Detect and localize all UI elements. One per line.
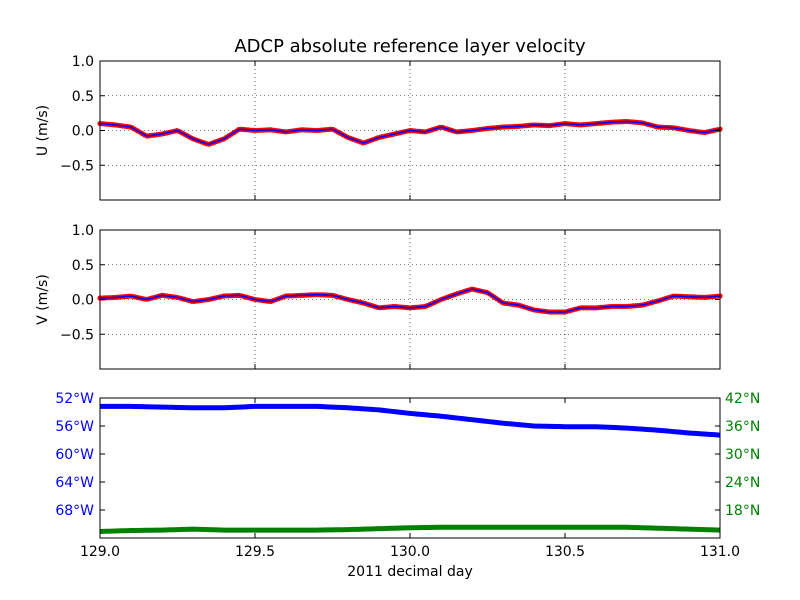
longitude-tick-label: 68°W (55, 503, 94, 519)
latitude-tick-label: 18°N (725, 503, 760, 519)
latitude-line (99, 524, 721, 534)
latitude-tick-label: 36°N (725, 419, 760, 435)
position-xtick-label: 131.0 (700, 544, 740, 560)
u-series-line (99, 120, 721, 146)
position-xtick-label: 129.0 (80, 544, 120, 560)
latitude-tick-label: 42°N (725, 391, 760, 407)
longitude-tick-label: 56°W (55, 419, 94, 435)
position-xtick-label: 130.5 (545, 544, 585, 560)
longitude-tick-label: 52°W (55, 391, 94, 407)
u-ylabel: U (m/s) (35, 105, 51, 156)
chart-title: ADCP absolute reference layer velocity (234, 36, 586, 57)
v-series-line (99, 288, 721, 313)
longitude-line (100, 403, 721, 438)
u-velocity-panel: 1.0 0.5 0.0 −0.5 U (m/s) (35, 54, 723, 201)
position-xlabel: 2011 decimal day (347, 564, 472, 580)
v-ytick-label: 0.0 (72, 293, 94, 309)
u-ytick-label: −0.5 (60, 158, 94, 174)
v-ytick-label: 0.5 (72, 258, 94, 274)
position-panel: 129.0 129.5 130.0 130.5 131.0 52°W 56°W 60°W 64°… (55, 391, 760, 580)
position-xtick-label: 129.5 (235, 544, 275, 560)
v-velocity-panel: 1.0 0.5 0.0 −0.5 V (m/s) (35, 223, 723, 370)
u-ytick-label: 0.0 (72, 124, 94, 140)
latitude-tick-label: 30°N (725, 447, 760, 463)
v-ytick-label: −0.5 (60, 327, 94, 343)
v-ylabel: V (m/s) (35, 274, 51, 325)
longitude-tick-label: 64°W (55, 475, 94, 491)
u-ytick-label: 0.5 (72, 89, 94, 105)
v-ytick-label: 1.0 (72, 223, 94, 239)
latitude-tick-label: 24°N (725, 475, 760, 491)
u-ytick-label: 1.0 (72, 54, 94, 70)
longitude-tick-label: 60°W (55, 447, 94, 463)
position-xtick-label: 130.0 (390, 544, 430, 560)
